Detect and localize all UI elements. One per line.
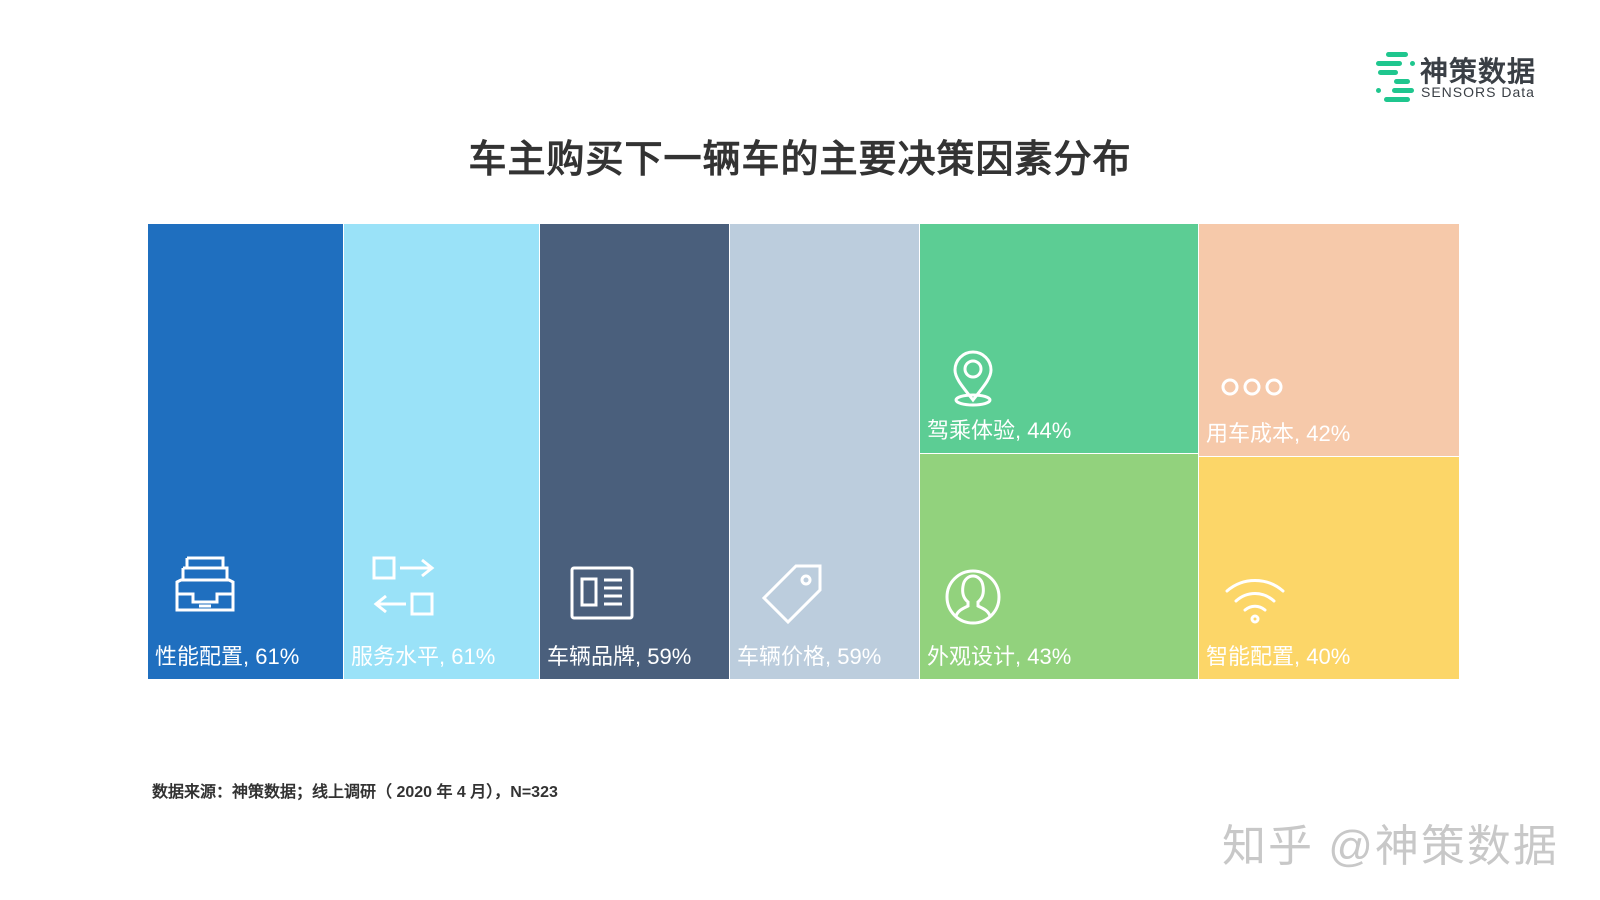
tile-exterior-design: 外观设计, 43%	[920, 454, 1198, 679]
id-card-icon	[570, 566, 634, 620]
wifi-icon	[1225, 579, 1285, 624]
tile-smart-config: 智能配置, 40%	[1199, 457, 1459, 679]
tile-vehicle-brand: 车辆品牌, 59%	[540, 224, 729, 679]
price-tag-icon	[761, 564, 822, 625]
tile-service-level: 服务水平, 61%	[344, 224, 539, 679]
tile-label: 车辆品牌, 59%	[547, 644, 692, 669]
sensors-data-logo: 神策数据 SENSORS Data	[1372, 48, 1552, 108]
more-dots-icon	[1221, 378, 1283, 396]
zhihu-watermark: 知乎 @神策数据	[1222, 822, 1559, 871]
tile-label: 性能配置, 61%	[155, 644, 300, 669]
chart-title: 车主购买下一辆车的主要决策因素分布	[468, 139, 1132, 181]
tile-driving-experience: 驾乘体验, 44%	[920, 224, 1198, 453]
tile-label: 车辆价格, 59%	[737, 644, 882, 669]
tile-label: 服务水平, 61%	[351, 644, 496, 669]
treemap-chart: 性能配置, 61% 服务水平, 61% 车辆品牌, 59% 车辆价格, 59%	[148, 224, 1459, 679]
tile-label: 外观设计, 43%	[927, 644, 1072, 669]
inbox-tray-icon	[175, 556, 235, 612]
tile-label: 驾乘体验, 44%	[927, 418, 1072, 443]
tile-usage-cost: 用车成本, 42%	[1199, 224, 1459, 456]
location-pin-icon	[953, 350, 993, 407]
exchange-arrows-icon	[372, 556, 435, 616]
tile-label: 智能配置, 40%	[1206, 644, 1351, 669]
logo-name-cn: 神策数据	[1420, 56, 1537, 87]
tile-performance-config: 性能配置, 61%	[148, 224, 343, 679]
logo-name-en: SENSORS Data	[1421, 84, 1535, 100]
tile-vehicle-price: 车辆价格, 59%	[730, 224, 919, 679]
tile-label: 用车成本, 42%	[1206, 421, 1351, 446]
logo-mark-icon	[1372, 52, 1416, 104]
data-source-note: 数据来源：神策数据；线上调研（ 2020 年 4 月），N=323	[152, 784, 558, 801]
user-profile-icon	[945, 569, 1001, 625]
